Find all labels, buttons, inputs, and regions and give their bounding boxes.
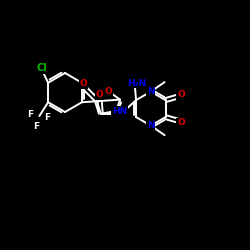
Text: N: N — [147, 87, 154, 96]
Text: O: O — [80, 80, 88, 88]
Text: O: O — [104, 86, 112, 96]
Text: F: F — [33, 122, 40, 131]
Text: HN: HN — [112, 106, 127, 116]
Text: Cl: Cl — [36, 63, 47, 73]
Text: F: F — [44, 114, 51, 122]
Text: H₂N: H₂N — [127, 78, 146, 88]
Text: O: O — [177, 90, 185, 99]
Text: O: O — [177, 118, 185, 127]
Text: F: F — [27, 110, 33, 119]
Text: N: N — [147, 121, 154, 130]
Text: O: O — [96, 90, 104, 99]
